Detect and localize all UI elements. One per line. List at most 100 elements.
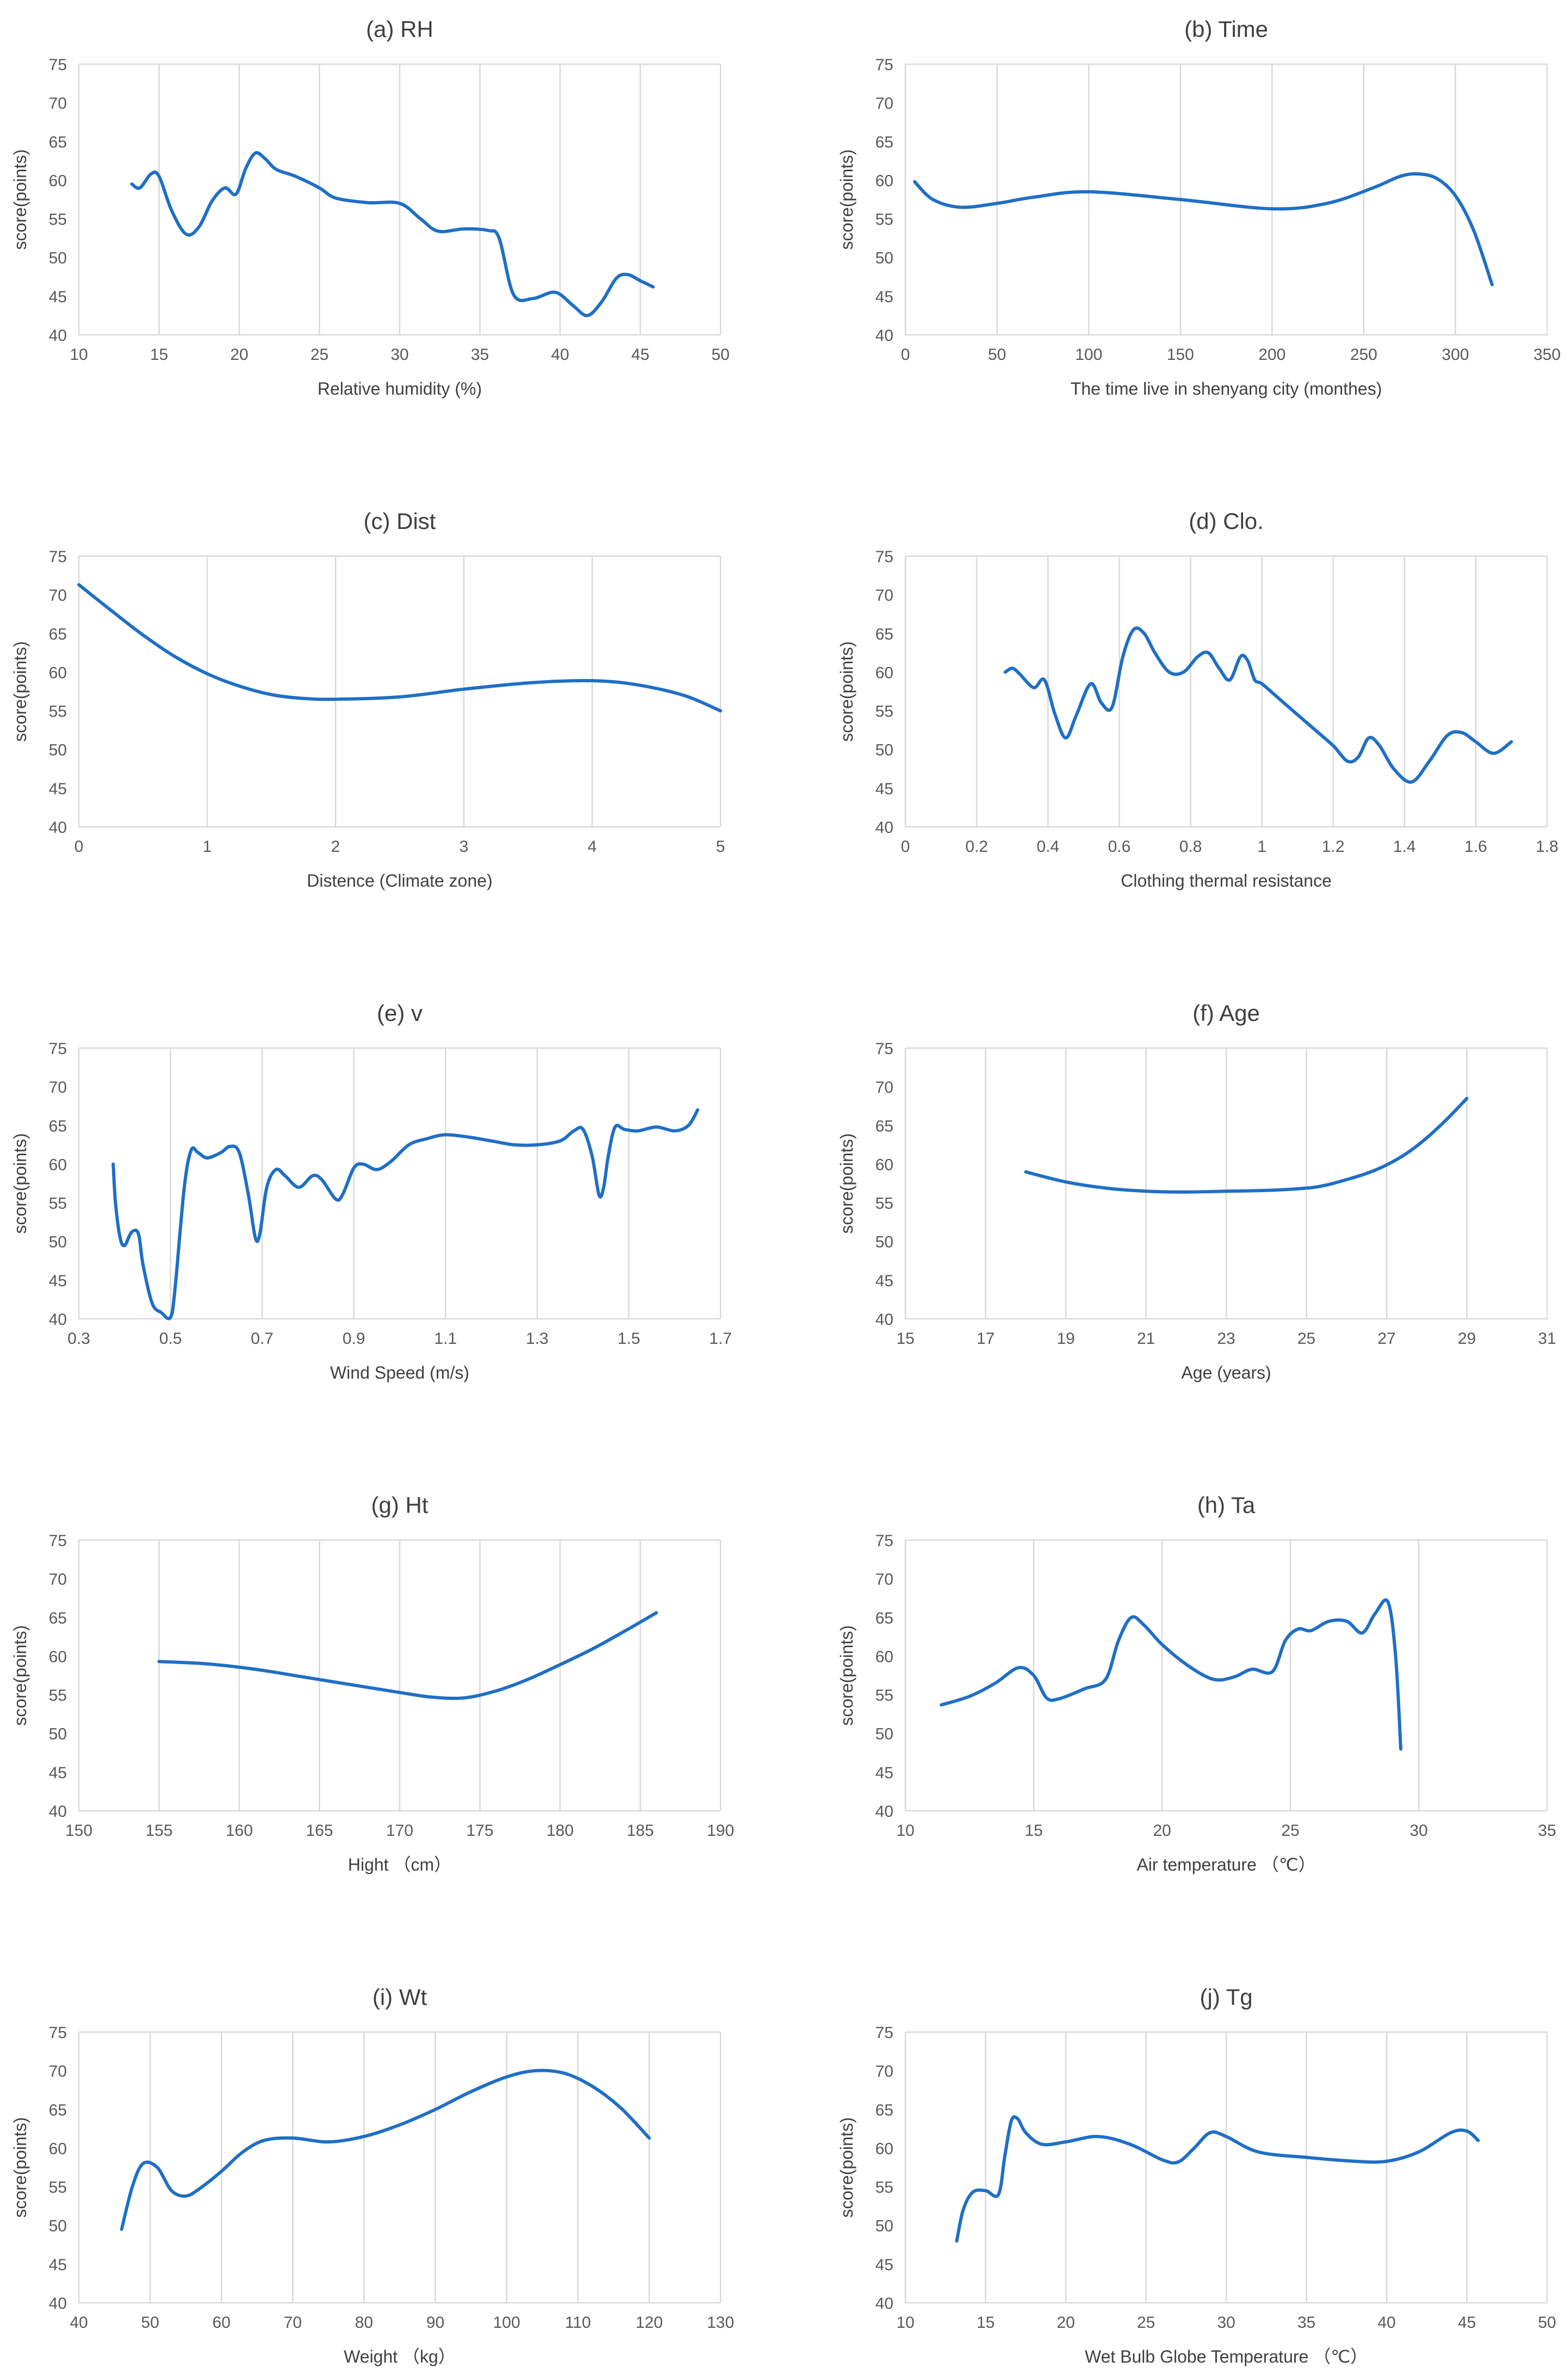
x-tick-label: 35 <box>1297 2314 1315 2332</box>
y-tick-label: 65 <box>875 1117 893 1135</box>
x-tick-label: 20 <box>1057 2314 1075 2332</box>
chart-title: (b) Time <box>1184 16 1268 42</box>
x-tick-label: 90 <box>426 2314 444 2332</box>
x-tick-label: 40 <box>551 346 569 364</box>
x-tick-label: 4 <box>588 838 597 856</box>
x-tick-label: 10 <box>896 1822 914 1840</box>
y-tick-label: 70 <box>875 1079 893 1096</box>
series-line <box>130 151 655 317</box>
x-tick-label: 155 <box>145 1822 172 1840</box>
y-axis-label: score(points) <box>10 1133 30 1234</box>
y-tick-label: 40 <box>49 1311 67 1329</box>
y-tick-label: 40 <box>49 1803 67 1821</box>
x-tick-label: 50 <box>141 2314 159 2332</box>
x-tick-label: 1 <box>1257 838 1266 856</box>
x-tick-label: 0.7 <box>251 1330 274 1348</box>
x-tick-label: 15 <box>896 1330 914 1348</box>
x-tick-label: 35 <box>471 346 489 364</box>
y-axis-label: score(points) <box>837 1133 856 1234</box>
y-tick-label: 65 <box>49 1609 67 1627</box>
y-tick-label: 40 <box>49 327 67 345</box>
series-line <box>1024 1096 1469 1194</box>
x-tick-label: 1.5 <box>618 1330 641 1348</box>
y-tick-label: 60 <box>49 172 67 190</box>
x-tick-label: 100 <box>493 2314 520 2332</box>
x-tick-label: 0.9 <box>343 1330 365 1348</box>
y-tick-label: 75 <box>875 548 893 566</box>
y-tick-label: 75 <box>875 1040 893 1058</box>
x-tick-label: 25 <box>1297 1330 1315 1348</box>
x-tick-label: 17 <box>977 1330 995 1348</box>
x-tick-label: 185 <box>626 1822 654 1840</box>
y-tick-label: 50 <box>49 1233 67 1251</box>
x-tick-label: 1.7 <box>709 1330 732 1348</box>
chart-title: (d) Clo. <box>1189 508 1264 534</box>
y-axis-label: score(points) <box>837 641 856 742</box>
chart-title: (i) Wt <box>372 1984 427 2010</box>
x-tick-label: 250 <box>1350 346 1377 364</box>
y-tick-label: 60 <box>875 1156 893 1174</box>
x-tick-label: 130 <box>707 2314 734 2332</box>
y-tick-label: 70 <box>875 95 893 113</box>
x-tick-label: 175 <box>466 1822 493 1840</box>
y-tick-label: 70 <box>875 1571 893 1588</box>
series-line <box>912 172 1494 286</box>
chart-title: (a) RH <box>366 16 433 42</box>
x-tick-label: 60 <box>213 2314 231 2332</box>
y-tick-label: 45 <box>875 780 893 798</box>
y-tick-label: 70 <box>875 587 893 605</box>
y-axis-label: score(points) <box>10 1625 30 1726</box>
y-tick-label: 45 <box>875 1764 893 1782</box>
series-line <box>111 1108 699 1320</box>
y-tick-label: 40 <box>875 1803 893 1821</box>
y-tick-label: 50 <box>49 742 67 759</box>
x-tick-label: 165 <box>306 1822 333 1840</box>
chart-panel: (a) RH 10 15 20 25 30 35 40 45 50 40 45 50 55 60 65 70 75… <box>10 16 730 398</box>
x-tick-label: 1.2 <box>1322 838 1345 856</box>
x-tick-label: 300 <box>1442 346 1469 364</box>
chart-title: (j) Tg <box>1200 1984 1252 2010</box>
y-tick-label: 60 <box>875 2140 893 2158</box>
chart-panel: (h) Ta 10 15 20 25 30 35 40 45 50 55 60 65 70 75 Air te… <box>837 1492 1556 1874</box>
y-tick-label: 65 <box>875 2101 893 2119</box>
x-tick-label: 27 <box>1377 1330 1395 1348</box>
y-tick-label: 60 <box>875 664 893 682</box>
x-tick-label: 50 <box>1538 2314 1556 2332</box>
chart-panel: (i) Wt 40 50 60 70 80 90 100 110 120 130 40 45 50 55 60… <box>10 1984 734 2366</box>
x-tick-label: 19 <box>1057 1330 1075 1348</box>
y-tick-label: 50 <box>49 1725 67 1743</box>
x-tick-label: 29 <box>1458 1330 1476 1348</box>
y-tick-label: 55 <box>875 211 893 229</box>
chart-panel: (j) Tg 10 15 20 25 30 35 40 45 50 40 45 50 55 60 65 70 75… <box>837 1984 1556 2366</box>
chart-panel: (b) Time 0 50 100 150 200 250 300 350 40 45 50 55 60 6… <box>837 16 1561 398</box>
y-tick-label: 60 <box>875 172 893 190</box>
x-tick-label: 40 <box>1377 2314 1395 2332</box>
x-tick-label: 0.8 <box>1179 838 1202 856</box>
y-tick-label: 55 <box>49 211 67 229</box>
x-tick-label: 170 <box>386 1822 413 1840</box>
y-tick-label: 50 <box>875 2217 893 2235</box>
series-line <box>120 2069 651 2231</box>
y-tick-label: 70 <box>49 95 67 113</box>
x-axis-label: Wind Speed (m/s) <box>330 1363 469 1382</box>
y-tick-label: 75 <box>875 56 893 74</box>
y-tick-label: 70 <box>49 1079 67 1096</box>
x-tick-label: 110 <box>565 2314 591 2332</box>
x-tick-label: 31 <box>1538 1330 1556 1348</box>
x-tick-label: 10 <box>896 2314 914 2332</box>
x-tick-label: 50 <box>711 346 729 364</box>
x-tick-label: 0 <box>901 346 910 364</box>
y-tick-label: 75 <box>49 548 67 566</box>
y-tick-label: 40 <box>49 2295 67 2313</box>
x-axis-label: Relative humidity (%) <box>318 379 482 398</box>
chart-title: (e) v <box>377 1000 423 1026</box>
y-tick-label: 40 <box>49 819 67 837</box>
x-tick-label: 2 <box>331 838 340 856</box>
y-tick-label: 60 <box>49 1648 67 1666</box>
y-tick-label: 55 <box>49 703 67 721</box>
chart-panel: (f) Age 15 17 19 21 23 25 27 29 31 40 45 50 55 60 65 70 7… <box>837 1000 1556 1382</box>
x-tick-label: 350 <box>1533 346 1561 364</box>
x-axis-label: Distence (Climate zone) <box>307 871 492 890</box>
y-tick-label: 40 <box>875 1311 893 1329</box>
